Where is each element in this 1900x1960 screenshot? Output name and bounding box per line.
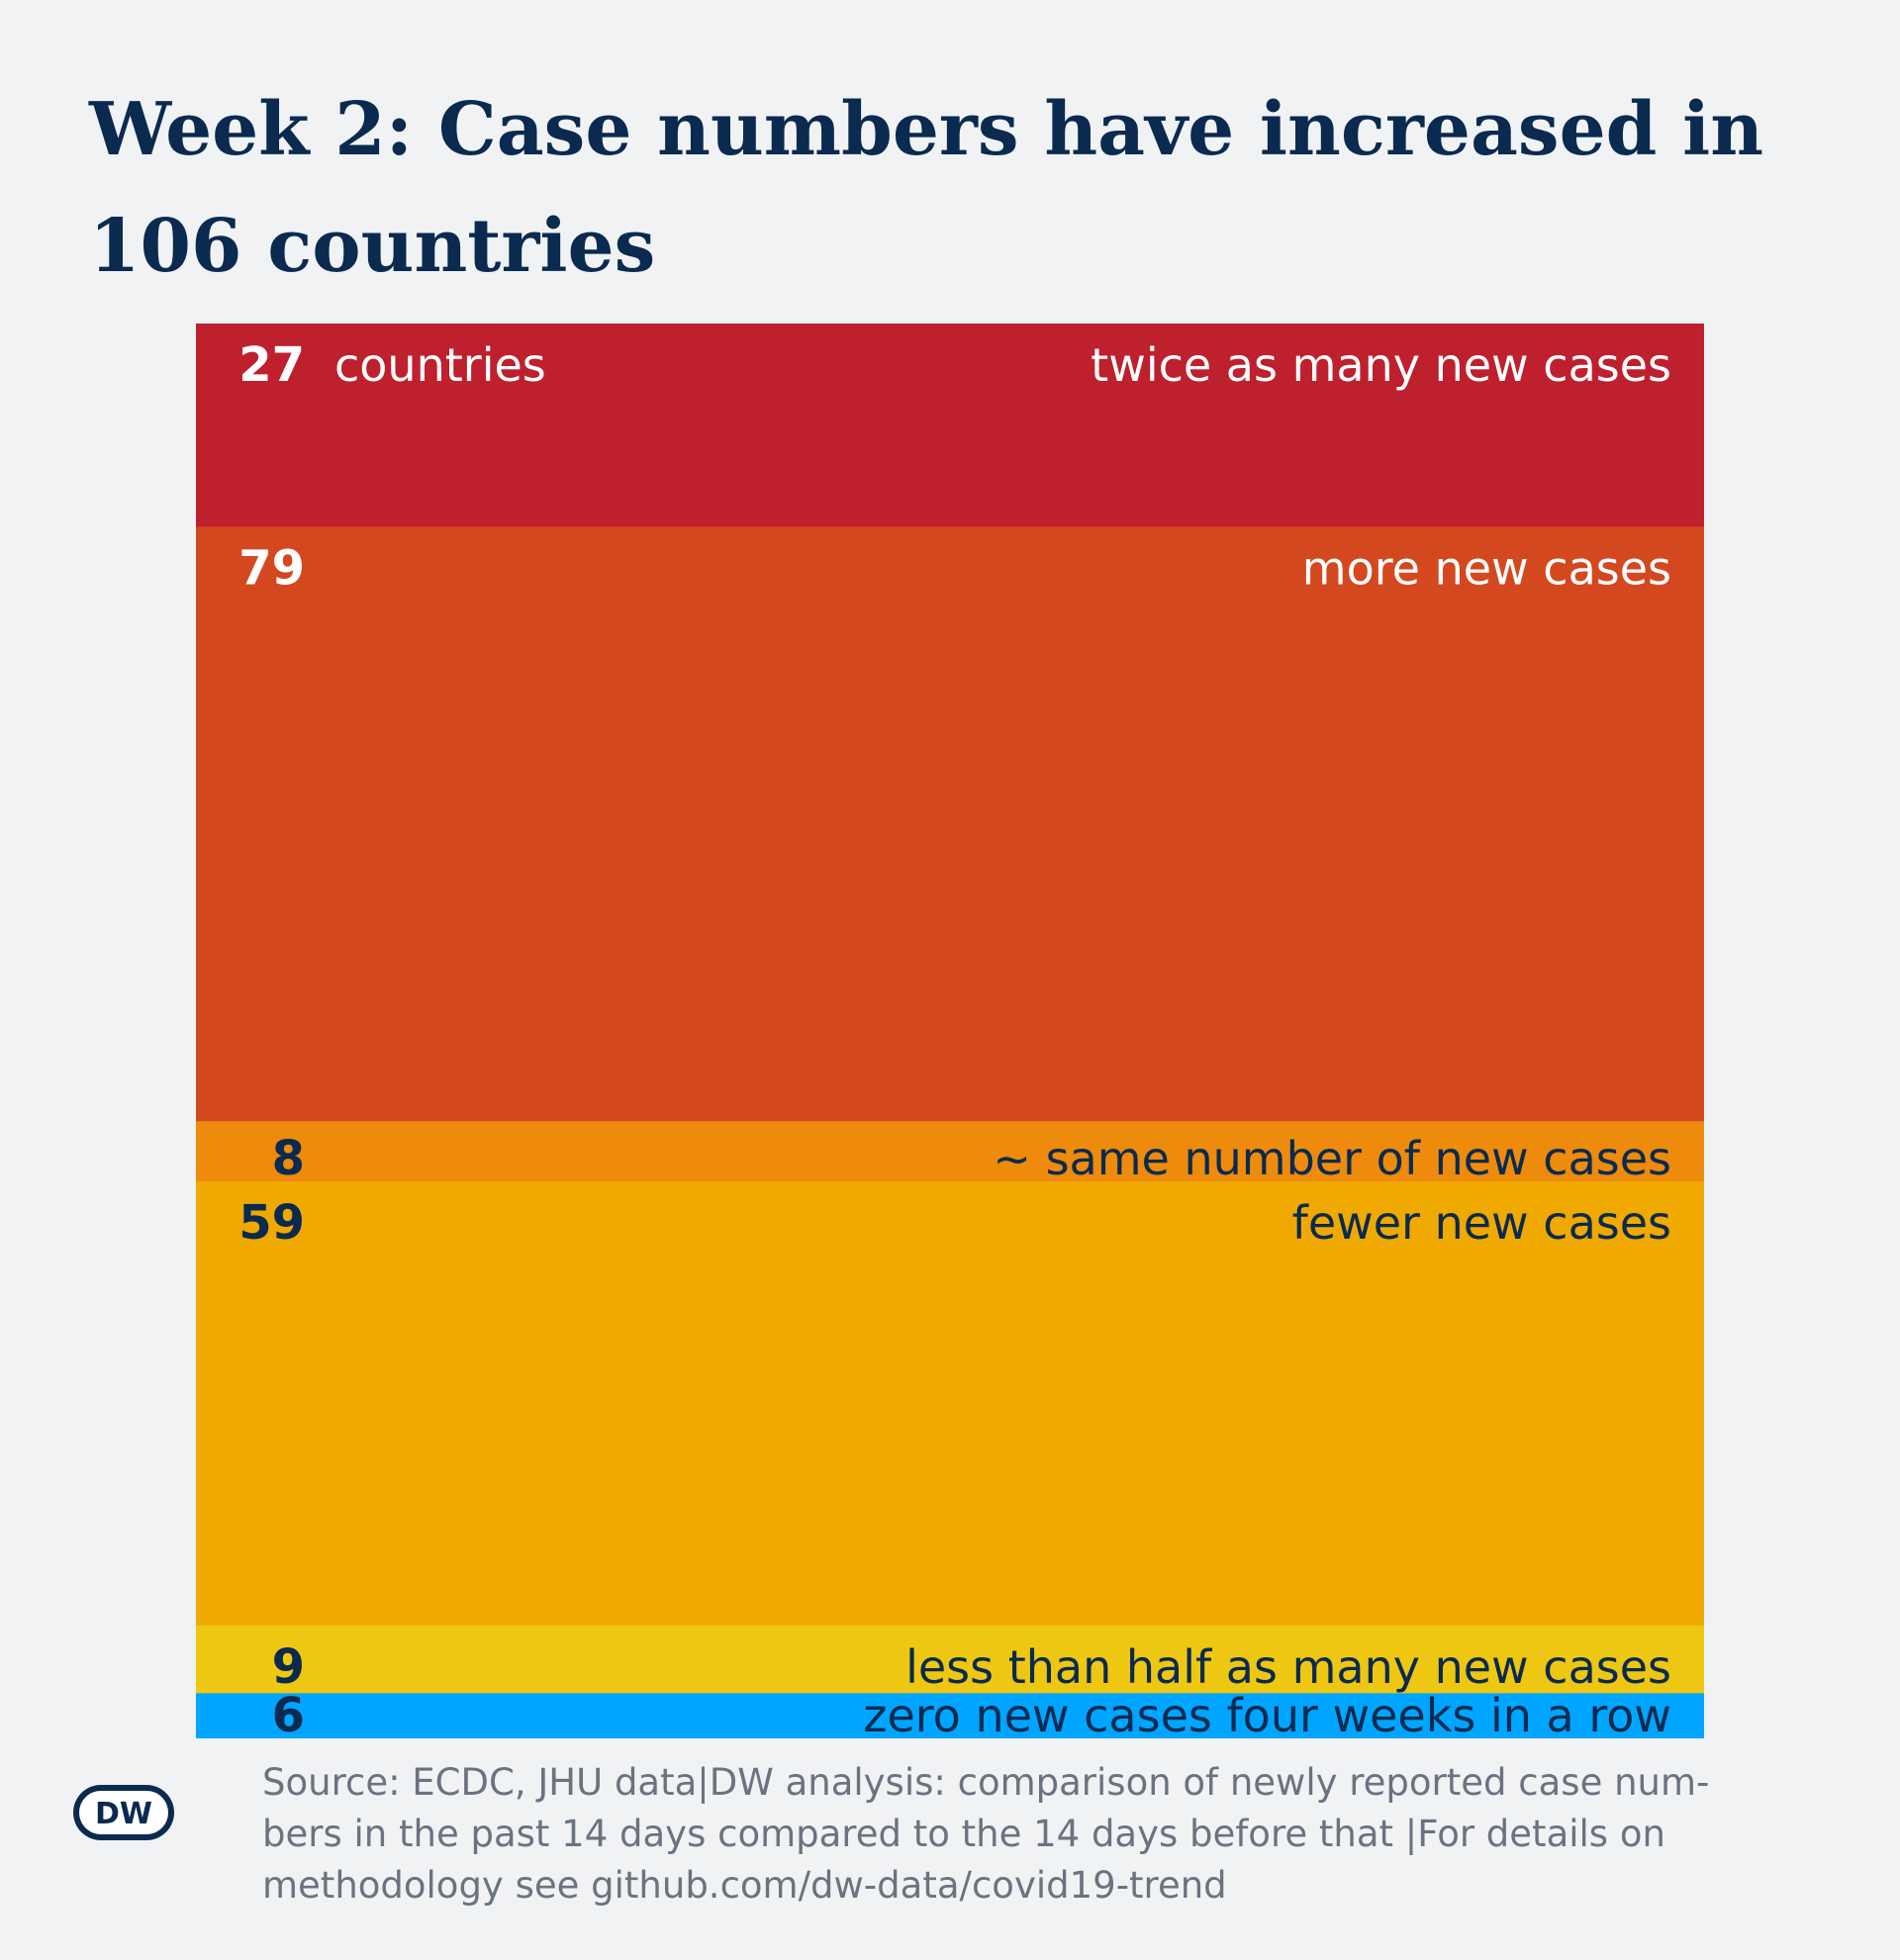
bar-segment-1: 79 more new cases [196,526,1704,1122]
bar-segment-rect-1 [196,526,1704,1122]
bar-segment-rect-3 [196,1181,1704,1627]
segment-value-label-0: 27 [238,337,305,393]
bar-segment-rect-4 [196,1625,1704,1694]
segment-value-label-1: 79 [238,540,305,596]
segment-category-label-2: ~ same number of new cases [993,1132,1671,1185]
source-note-line-1: Source: ECDC, JHU data|DW analysis: comp… [262,1761,1710,1804]
segment-category-label-1: more new cases [1302,541,1671,595]
dw-logo-text: DW [95,1797,152,1831]
dw-logo: DW [73,1785,174,1840]
segment-category-label-3: fewer new cases [1292,1196,1671,1250]
segment-value-label-3: 59 [238,1195,305,1251]
bar-segment-rect-2 [196,1121,1704,1182]
segment-value-label-2: 8 [272,1131,305,1186]
segment-category-label-0: twice as many new cases [1091,338,1671,392]
chart-title: Week 2: Case numbers have increased in 1… [89,87,1764,289]
bar-segment-5: 6 zero new cases four weeks in a row [196,1688,1704,1738]
segment-value-label-5: 6 [272,1688,305,1738]
segment-value-label-4: 9 [272,1639,305,1695]
segment-category-label-5: zero new cases four weeks in a row [863,1689,1671,1738]
bar-segment-rect-0 [196,324,1704,527]
segment-category-label-4: less than half as many new cases [905,1640,1671,1694]
bar-segment-2: 8 ~ same number of new cases [196,1121,1704,1186]
source-note: Source: ECDC, JHU data|DW analysis: comp… [262,1757,1846,1912]
bar-segment-3: 59 fewer new cases [196,1181,1704,1627]
unit-label: countries [334,338,546,392]
source-note-line-3: methodology see github.com/dw-data/covid… [262,1864,1227,1907]
source-note-line-2: bers in the past 14 days compared to the… [262,1813,1665,1855]
bar-segment-rect-5 [196,1693,1704,1738]
stacked-bar-chart: 27 twice as many new cases countries 79 more… [196,324,1704,1738]
bar-segment-4: 9 less than half as many new cases [196,1625,1704,1695]
bar-segment-0: 27 twice as many new cases countries [196,324,1704,527]
